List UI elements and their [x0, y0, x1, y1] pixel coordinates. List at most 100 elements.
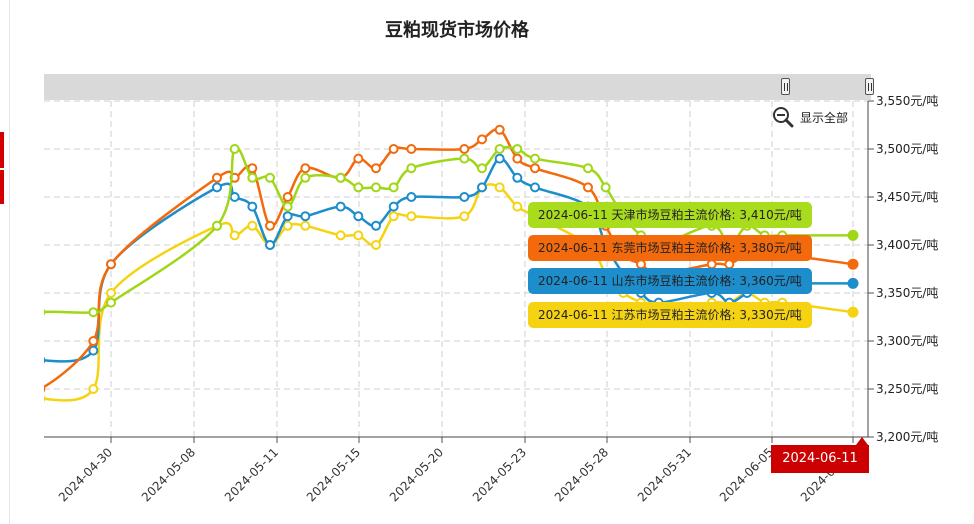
data-point[interactable] [19, 375, 27, 383]
tooltip-dongguan: 2024-06-11 东莞市场豆粕主流价格: 3,380元/吨 [528, 235, 812, 261]
data-point[interactable] [371, 182, 381, 193]
data-point[interactable] [847, 277, 859, 289]
data-point[interactable] [36, 308, 46, 316]
data-point[interactable] [494, 124, 505, 135]
data-point[interactable] [512, 201, 523, 212]
y-tick-label: 3,550元/吨 [876, 94, 938, 108]
data-point[interactable] [247, 201, 258, 212]
show-all-label: 显示全部 [800, 110, 849, 125]
data-point[interactable] [88, 345, 99, 356]
data-point[interactable] [388, 182, 399, 193]
data-point[interactable] [247, 172, 258, 183]
data-point[interactable] [512, 144, 523, 154]
data-point[interactable] [477, 134, 487, 145]
crosshair-date-label: 2024-06-11 [771, 437, 869, 473]
data-point[interactable] [494, 182, 505, 193]
range-handle-right[interactable] [865, 78, 874, 95]
data-point[interactable] [265, 220, 275, 231]
show-all-button[interactable]: 显示全部 [772, 106, 848, 128]
data-point[interactable] [406, 163, 417, 174]
x-tick-label: 2024-05-31 [635, 445, 694, 504]
data-point[interactable] [229, 230, 240, 241]
data-point[interactable] [371, 220, 381, 231]
data-point[interactable] [300, 220, 311, 231]
range-handle-left[interactable] [781, 78, 790, 95]
data-point[interactable] [459, 144, 470, 154]
x-tick-label: 2024-06-05 [717, 445, 776, 504]
tooltip-jiangsu: 2024-06-11 江苏市场豆粕主流价格: 3,330元/吨 [528, 302, 812, 328]
data-point[interactable] [106, 288, 116, 298]
data-point[interactable] [300, 172, 311, 183]
data-point[interactable] [706, 259, 717, 270]
data-point[interactable] [406, 144, 417, 154]
data-point[interactable] [88, 336, 99, 346]
data-point[interactable] [36, 395, 46, 403]
data-point[interactable] [247, 220, 258, 231]
data-point[interactable] [724, 259, 735, 270]
data-point[interactable] [388, 201, 399, 212]
data-point[interactable] [388, 144, 399, 154]
data-point[interactable] [335, 201, 346, 212]
data-point[interactable] [353, 230, 364, 241]
chart-title: 豆粕现货市场价格 [385, 20, 529, 41]
data-point[interactable] [19, 318, 27, 326]
data-point[interactable] [583, 182, 593, 193]
data-point[interactable] [212, 220, 222, 231]
data-point[interactable] [512, 172, 523, 183]
data-point[interactable] [847, 258, 859, 270]
data-point[interactable] [600, 182, 611, 193]
data-point[interactable] [388, 211, 399, 222]
x-tick-label: 2024-05-11 [222, 445, 281, 504]
data-point[interactable] [229, 192, 240, 202]
data-point[interactable] [477, 163, 487, 174]
data-point[interactable] [353, 211, 364, 222]
data-point[interactable] [353, 153, 364, 164]
data-point[interactable] [530, 182, 540, 193]
data-point[interactable] [406, 211, 417, 222]
data-point[interactable] [229, 144, 240, 154]
data-point[interactable] [88, 307, 99, 318]
data-point[interactable] [530, 163, 540, 174]
data-point[interactable] [88, 384, 99, 394]
data-point[interactable] [494, 144, 505, 154]
data-point[interactable] [353, 182, 364, 193]
data-point[interactable] [106, 259, 116, 270]
data-point[interactable] [19, 347, 27, 355]
data-point[interactable] [282, 211, 293, 222]
side-tab-marker[interactable] [0, 170, 4, 204]
data-point[interactable] [36, 385, 46, 393]
data-point[interactable] [300, 163, 311, 174]
data-point[interactable] [371, 240, 381, 250]
data-point[interactable] [847, 229, 859, 241]
data-point[interactable] [847, 306, 859, 318]
data-point[interactable] [459, 153, 470, 164]
side-tab-marker[interactable] [0, 132, 4, 168]
data-point[interactable] [282, 201, 293, 212]
data-point[interactable] [212, 182, 222, 193]
data-point[interactable] [477, 182, 487, 193]
data-point[interactable] [512, 153, 523, 164]
data-point[interactable] [300, 211, 311, 222]
x-tick-label: 2024-04-30 [56, 445, 115, 504]
x-tick-label: 2024-05-23 [470, 445, 529, 504]
data-point[interactable] [282, 192, 293, 202]
data-point[interactable] [371, 163, 381, 174]
range-scrollbar[interactable] [44, 74, 871, 100]
data-point[interactable] [494, 153, 505, 164]
data-point[interactable] [265, 172, 275, 183]
data-point[interactable] [583, 163, 593, 174]
data-point[interactable] [335, 230, 346, 241]
data-point[interactable] [106, 297, 116, 308]
data-point[interactable] [459, 211, 470, 222]
data-point[interactable] [335, 172, 346, 183]
data-point[interactable] [282, 220, 293, 231]
data-point[interactable] [530, 153, 540, 164]
data-point[interactable] [406, 192, 417, 202]
data-point[interactable] [459, 192, 470, 202]
data-point[interactable] [19, 385, 27, 393]
data-point[interactable] [36, 356, 46, 364]
data-point[interactable] [212, 172, 222, 183]
data-point[interactable] [636, 259, 646, 270]
data-point[interactable] [265, 240, 275, 250]
zoom-out-icon [773, 107, 794, 128]
